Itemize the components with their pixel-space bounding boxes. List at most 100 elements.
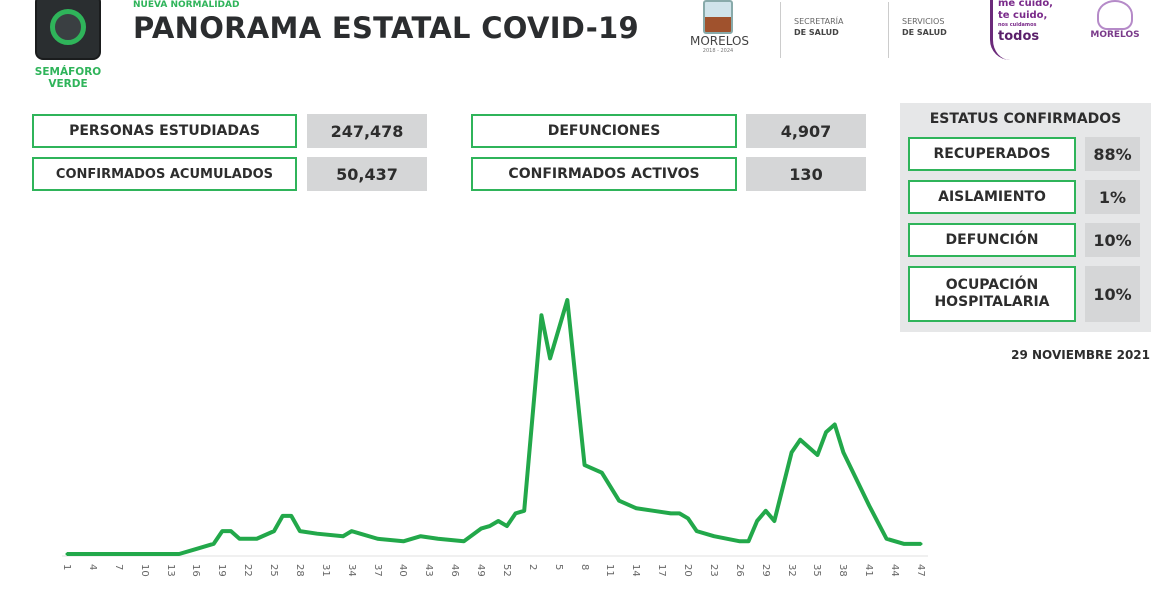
data-point [695,529,699,533]
data-point [548,356,552,360]
data-point [376,537,380,541]
x-tick-label: 13 [164,564,176,577]
data-point [712,534,716,538]
data-point [496,519,500,523]
data-point [600,471,604,475]
data-point [539,313,543,317]
x-tick-label: 40 [397,564,409,577]
data-point [815,453,819,457]
x-tick-label: 41 [863,564,875,577]
x-tick-label: 22 [242,564,254,577]
data-point [755,519,759,523]
x-tick-label: 1 [61,564,72,571]
morelos-gov-years: 2018 - 2024 [702,48,734,54]
x-tick-label: 28 [293,564,305,577]
morelos-brand-logo: MORELOS [1088,0,1142,40]
stat-value-confirmados-acumulados: 50,437 [307,157,427,191]
x-tick-label: 29 [759,564,771,577]
report-date: 29 NOVIEMBRE 2021 [1011,348,1150,362]
semaforo-label-2: VERDE [48,78,88,90]
data-point [884,537,888,541]
data-point [341,534,345,538]
stat-value-defunciones: 4,907 [746,114,866,148]
x-tick-label: 20 [682,564,694,577]
campaign-text-1: me cuido, [998,0,1053,9]
x-tick-label: 16 [190,564,202,577]
stat-label-personas-estudiadas: PERSONAS ESTUDIADAS [32,114,297,148]
x-tick-label: 47 [915,564,926,577]
x-tick-label: 2 [526,564,538,571]
series-line [67,298,921,556]
data-point [514,511,518,515]
campaign-text-3: nos cuidamos [998,22,1037,28]
status-label-ocupacion: OCUPACIÓN HOSPITALARIA [908,266,1076,322]
data-point [298,529,302,533]
data-point [488,524,492,528]
data-point [772,519,776,523]
data-point [565,298,569,302]
data-point [833,422,837,426]
servicios-text-2: DE SALUD [902,28,947,37]
data-point [220,529,224,533]
x-tick-label: 52 [500,564,512,577]
morelos-emblem-icon [703,0,733,34]
x-tick-label: 46 [449,564,461,577]
data-point [824,430,828,434]
data-point [479,527,483,531]
status-label-defuncion: DEFUNCIÓN [908,223,1076,257]
data-point [764,509,768,513]
semaforo-icon [35,0,101,60]
semaforo-label-1: SEMÁFORO [34,66,102,78]
status-panel-title: ESTATUS CONFIRMADOS [929,111,1122,127]
morelos-gov-text: MORELOS [690,34,750,48]
status-value-defuncion: 10% [1085,223,1140,257]
data-point [746,539,750,543]
x-tick-label: 25 [268,564,280,577]
lotus-icon [1097,0,1133,30]
x-tick-label: 14 [630,564,642,577]
data-point [281,514,285,518]
data-point [505,524,509,528]
secretaria-logo: SECRETARÍA DE SALUD [794,16,843,38]
data-point [790,450,794,454]
data-point [867,504,871,508]
data-point [238,537,242,541]
data-point [255,537,259,541]
x-tick-label: 43 [423,564,435,577]
x-tick-label: 34 [345,564,357,577]
divider [888,2,889,58]
x-tick-label: 7 [112,564,124,571]
status-value-aislamiento: 1% [1085,180,1140,214]
status-label-recuperados: RECUPERADOS [908,137,1076,171]
x-tick-label: 17 [656,564,668,577]
data-point [902,542,906,546]
subtitle: NUEVA NORMALIDAD [133,0,240,10]
data-point [522,509,526,513]
x-tick-label: 4 [86,564,98,571]
status-value-ocupacion: 10% [1085,266,1140,322]
stat-value-personas-estudiadas: 247,478 [307,114,427,148]
data-point [289,514,293,518]
x-tick-label: 31 [319,564,331,577]
stat-label-confirmados-acumulados: CONFIRMADOS ACUMULADOS [32,157,297,191]
morelos-gov-logo: MORELOS 2018 - 2024 [690,0,750,54]
x-tick-label: 32 [785,564,797,577]
data-point [652,509,656,513]
data-point [583,463,587,467]
stat-value-confirmados-activos: 130 [746,157,866,191]
secretaria-text-1: SECRETARÍA [794,17,844,26]
data-point [350,529,354,533]
x-tick-label: 35 [811,564,823,577]
data-point [617,499,621,503]
stat-label-confirmados-activos: CONFIRMADOS ACTIVOS [471,157,737,191]
data-point [738,539,742,543]
servicios-logo: SERVICIOS DE SALUD [902,16,947,38]
campaign-logo: me cuido, te cuido, nos cuidamos todos [990,0,1062,60]
status-value-recuperados: 88% [1085,137,1140,171]
data-point [358,532,362,536]
x-tick-label: 23 [707,564,719,577]
data-point [669,511,673,515]
data-point [919,542,923,546]
data-point [798,438,802,442]
